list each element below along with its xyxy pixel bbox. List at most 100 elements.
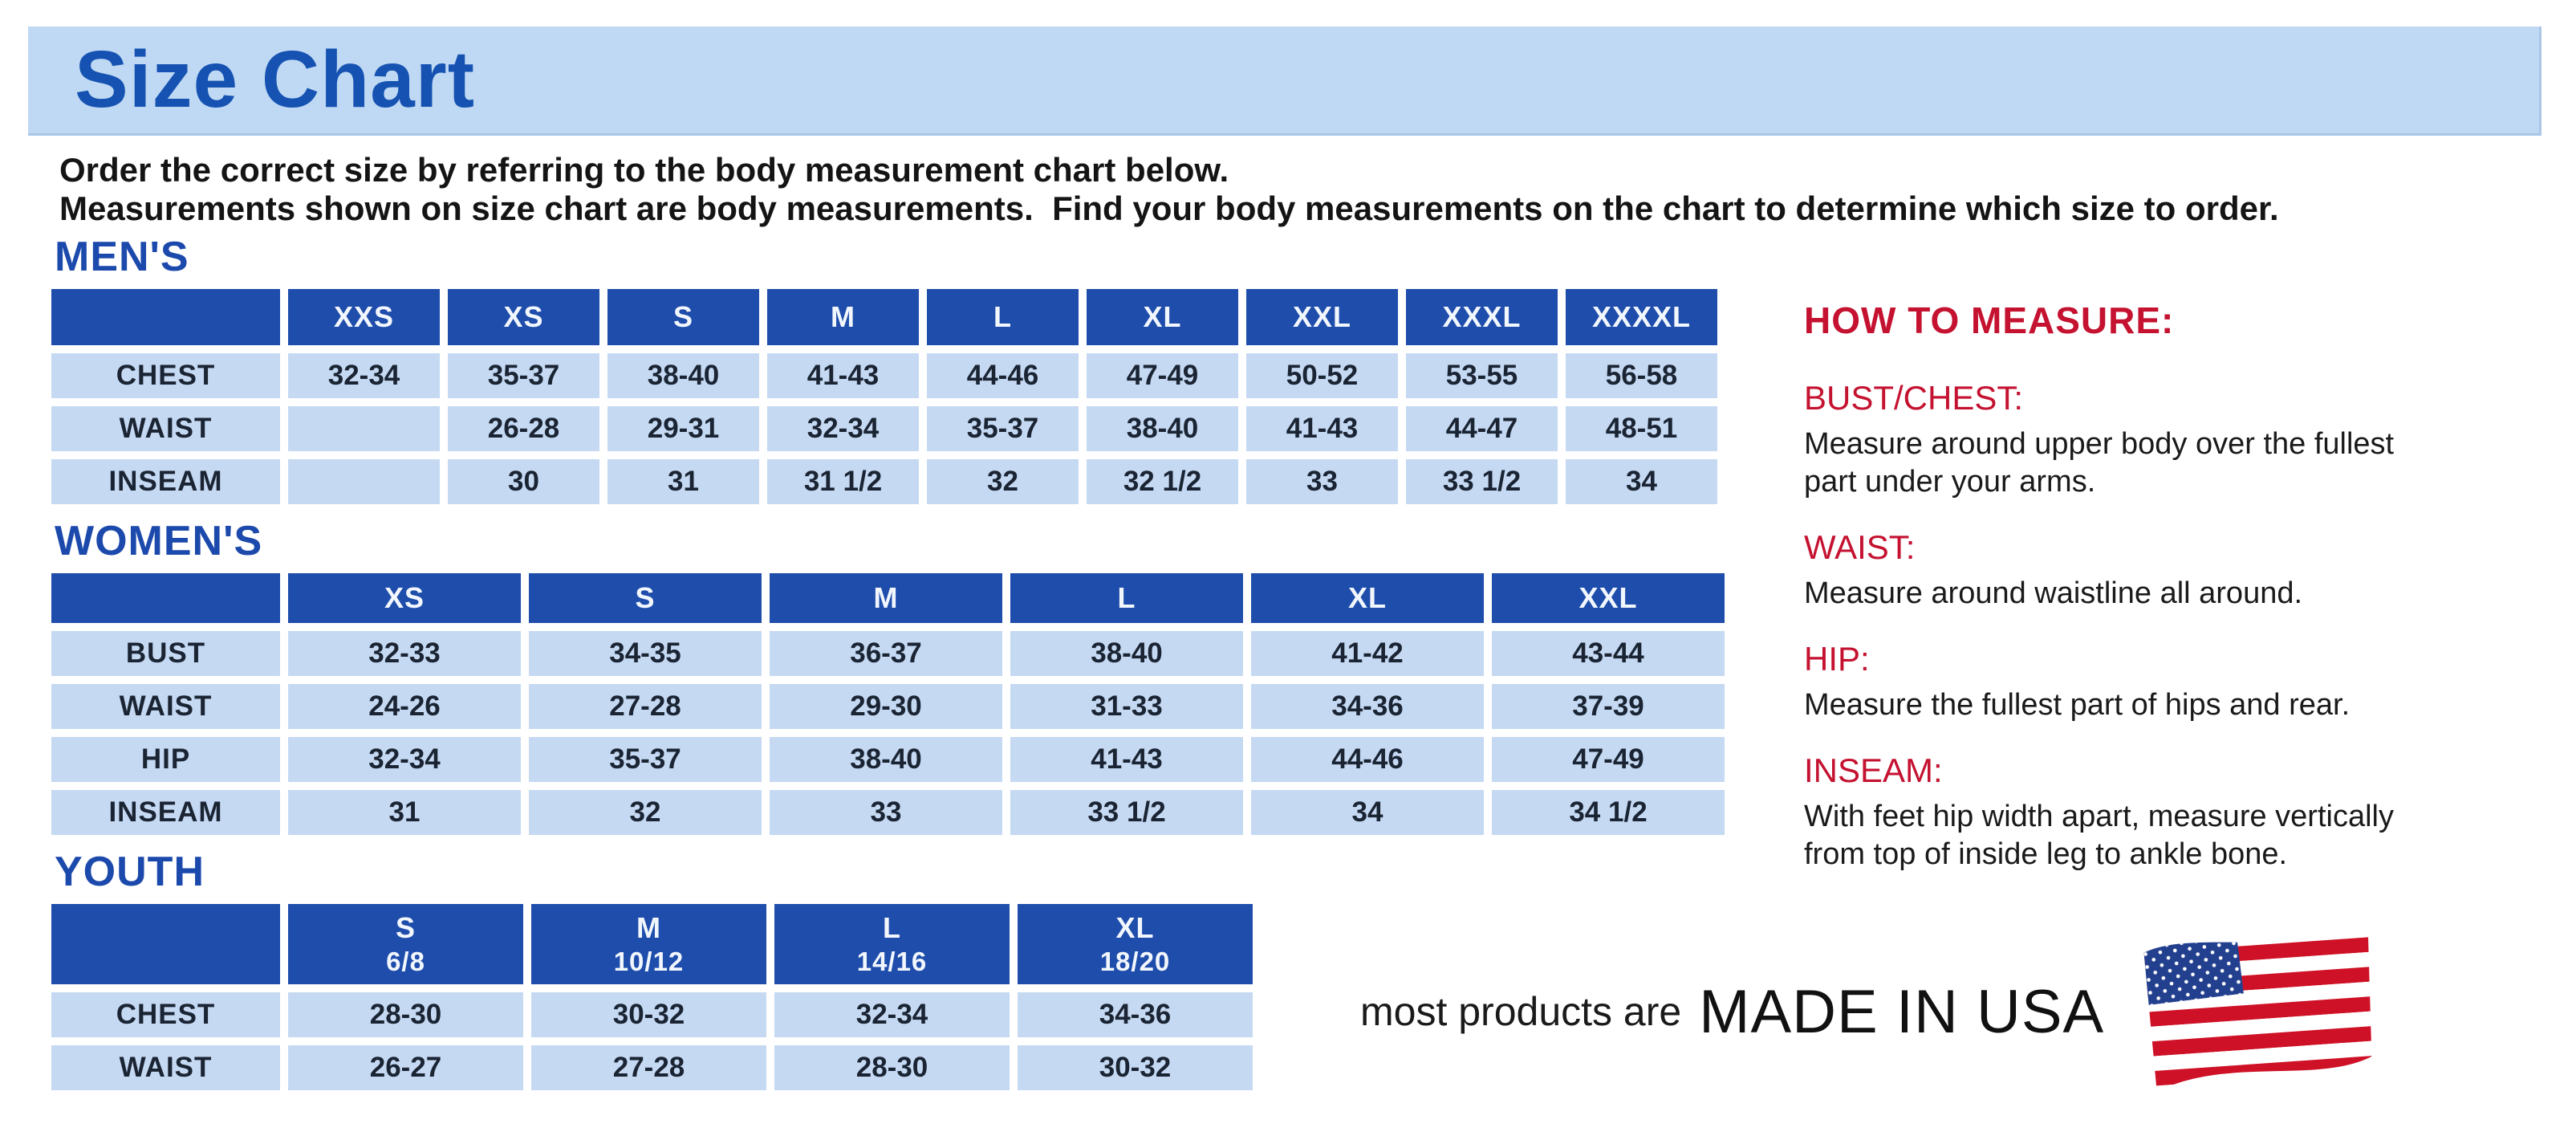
size-column-header-xxs: XXS	[288, 289, 440, 345]
header-row: S 6/8 M 10/12 L 14/16 XL 18/20	[51, 904, 1253, 984]
size-value-cell: 34-36	[1018, 992, 1253, 1037]
size-value-cell: 32-33	[288, 631, 521, 676]
size-label: XXS	[333, 300, 395, 333]
intro-line-1: Order the correct size by referring to t…	[59, 151, 1229, 189]
measurement-row-label: HIP	[51, 737, 280, 782]
size-value-cell: 32-34	[288, 353, 440, 398]
section-youth: YOUTH S 6/8 M 10/12 L 14/16 XL 18/20 CHEST 28-30 30…	[43, 849, 1733, 1098]
size-value-cell: 27-28	[531, 1045, 766, 1090]
size-value-cell: 26-27	[288, 1045, 523, 1090]
size-table-mens: XXS XS S M L XL XXL XXXL XXXXL CHEST 32-34 35-37 38-…	[43, 281, 1725, 512]
measurement-row-label: WAIST	[51, 406, 280, 451]
size-column-header-s: S	[607, 289, 759, 345]
size-value-cell: 37-39	[1492, 684, 1725, 729]
size-value-cell: 34 1/2	[1492, 790, 1725, 835]
size-column-header-s: S 6/8	[288, 904, 523, 984]
size-value-cell: 34-35	[529, 631, 762, 676]
size-value-cell: 56-58	[1566, 353, 1717, 398]
size-column-header-xxxxl: XXXXL	[1566, 289, 1717, 345]
size-value-cell: 34	[1251, 790, 1484, 835]
table-row: WAIST 26-27 27-28 28-30 30-32	[51, 1045, 1253, 1090]
section-mens: MEN'S XXS XS S M L XL XXL XXXL XXXXL CHEST 32-34 35-…	[43, 234, 1733, 512]
size-value-cell: 29-30	[770, 684, 1002, 729]
measurement-row-label: INSEAM	[51, 459, 280, 504]
size-column-header-l: L	[1010, 573, 1243, 623]
size-label: L	[1117, 581, 1136, 614]
measure-item-heading: INSEAM:	[1804, 751, 1943, 789]
size-value-cell: 26-28	[448, 406, 599, 451]
size-label: XS	[503, 300, 544, 333]
size-column-header-s: S	[529, 573, 762, 623]
size-value-cell: 28-30	[288, 992, 523, 1037]
size-value-cell: 44-46	[1251, 737, 1484, 782]
size-column-header-xl: XL 18/20	[1018, 904, 1253, 984]
size-value-cell: 31	[607, 459, 759, 504]
measurement-row-label: CHEST	[51, 353, 280, 398]
size-label: M	[873, 581, 899, 614]
size-value-cell: 34	[1566, 459, 1717, 504]
size-label: XL	[1347, 581, 1387, 614]
size-value-cell: 33 1/2	[1010, 790, 1243, 835]
size-label: S	[395, 911, 416, 944]
size-sub-label: 14/16	[856, 947, 928, 976]
size-table-youth: S 6/8 M 10/12 L 14/16 XL 18/20 CHEST 28-30 30-32 32…	[43, 896, 1261, 1098]
corner-cell	[51, 573, 280, 623]
size-column-header-xl: XL	[1251, 573, 1484, 623]
page-title-banner: Size Chart	[28, 26, 2541, 136]
table-row: INSEAM 30 31 31 1/2 32 32 1/2 33 33 1/2 34	[51, 459, 1717, 504]
how-to-measure-title: HOW TO MEASURE:	[1804, 299, 2175, 341]
size-label: L	[883, 911, 901, 944]
size-value-cell: 43-44	[1492, 631, 1725, 676]
size-column-header-xxl: XXL	[1492, 573, 1725, 623]
size-value-cell: 28-30	[774, 1045, 1010, 1090]
size-label: XL	[1115, 911, 1155, 944]
size-tables: MEN'S XXS XS S M L XL XXL XXXL XXXXL CHEST 32-34 35-…	[43, 234, 1733, 1098]
size-label: XXXXL	[1591, 300, 1692, 333]
size-value-cell: 35-37	[448, 353, 599, 398]
size-value-cell: 38-40	[770, 737, 1002, 782]
measure-item-text: Measure around upper body over the fulle…	[1804, 427, 2395, 499]
measure-item-text: Measure the fullest part of hips and rea…	[1804, 688, 2350, 722]
size-value-cell: 32	[529, 790, 762, 835]
size-value-cell: 38-40	[1087, 406, 1238, 451]
size-value-cell: 27-28	[529, 684, 762, 729]
section-title-mens: MEN'S	[55, 234, 189, 280]
size-column-header-m: M	[767, 289, 919, 345]
table-row: CHEST 32-34 35-37 38-40 41-43 44-46 47-49 50-52…	[51, 353, 1717, 398]
size-column-header-xl: XL	[1087, 289, 1238, 345]
size-value-cell: 35-37	[529, 737, 762, 782]
measure-item-heading: BUST/CHEST:	[1804, 379, 2024, 417]
size-column-header-xs: XS	[288, 573, 521, 623]
size-value-cell: 30-32	[531, 992, 766, 1037]
usa-flag-icon	[2143, 930, 2372, 1092]
size-value-cell: 31-33	[1010, 684, 1243, 729]
measure-item-heading: WAIST:	[1804, 528, 1916, 566]
size-label: XXXL	[1442, 300, 1522, 333]
how-to-measure-panel: HOW TO MEASURE: BUST/CHEST: Measure aroun…	[1804, 299, 2446, 873]
size-label: L	[993, 300, 1012, 333]
size-value-cell: 44-47	[1406, 406, 1558, 451]
table-row: CHEST 28-30 30-32 32-34 34-36	[51, 992, 1253, 1037]
size-value-cell: 31	[288, 790, 521, 835]
size-value-cell: 30-32	[1018, 1045, 1253, 1090]
size-column-header-xs: XS	[448, 289, 599, 345]
header-row: XXS XS S M L XL XXL XXXL XXXXL	[51, 289, 1717, 345]
size-label: M	[636, 911, 661, 944]
made-in-usa-text: MADE IN USA	[1699, 977, 2105, 1046]
size-column-header-l: L	[927, 289, 1079, 345]
size-column-header-xxl: XXL	[1246, 289, 1398, 345]
size-value-cell: 31 1/2	[767, 459, 919, 504]
table-row: INSEAM 31 32 33 33 1/2 34 34 1/2	[51, 790, 1725, 835]
size-value-cell: 33	[1246, 459, 1398, 504]
size-value-cell: 41-43	[767, 353, 919, 398]
size-value-cell: 32	[927, 459, 1079, 504]
how-to-measure-items: BUST/CHEST: Measure around upper body ove…	[1804, 379, 2446, 873]
size-value-cell: 41-42	[1251, 631, 1484, 676]
size-value-cell: 30	[448, 459, 599, 504]
size-value-cell: 38-40	[607, 353, 759, 398]
size-label: S	[635, 581, 656, 614]
size-value-cell: 32-34	[767, 406, 919, 451]
size-value-cell: 33 1/2	[1406, 459, 1558, 504]
size-value-cell: 32-34	[288, 737, 521, 782]
measurement-row-label: INSEAM	[51, 790, 280, 835]
